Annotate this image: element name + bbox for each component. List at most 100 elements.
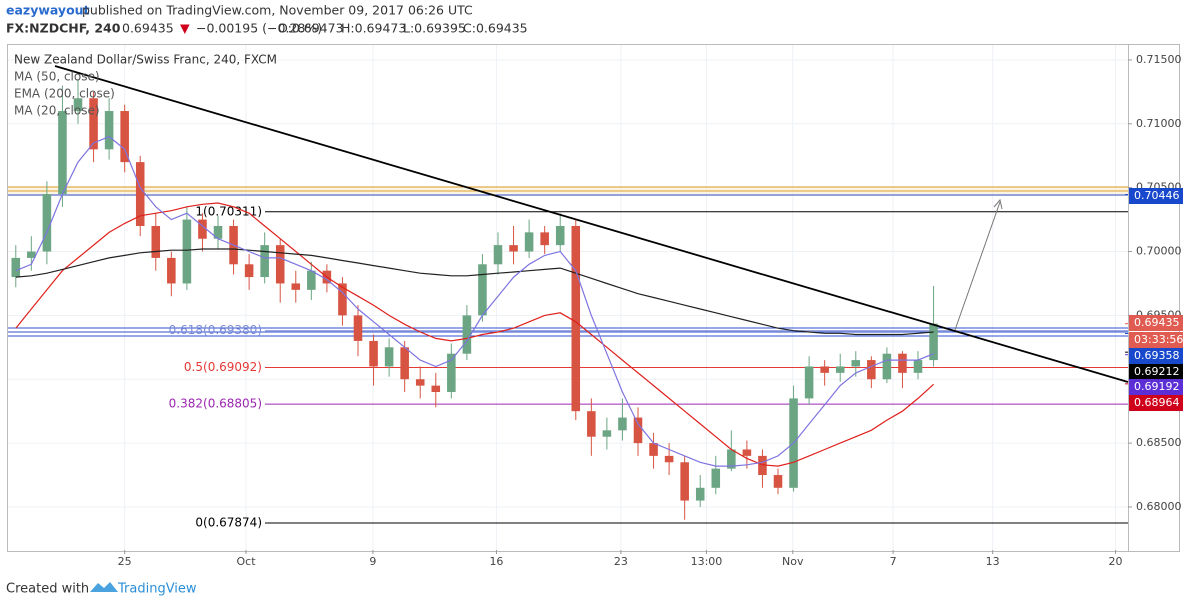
ohlc-high: H:0.69473 <box>341 21 406 36</box>
x-tick-label: 25 <box>118 555 132 568</box>
legend-entry: EMA (200, close) <box>14 87 115 101</box>
price-tag <box>1129 315 1183 331</box>
brand: TradingView <box>117 582 197 597</box>
candle-body <box>198 219 207 239</box>
x-tick-label: 23 <box>614 555 628 568</box>
y-tick-label: 0.68500 <box>1136 436 1182 449</box>
candle-body <box>275 245 285 284</box>
x-tick-label: 9 <box>369 555 376 568</box>
symbol: FX:NZDCHF, 240 <box>6 21 121 36</box>
candle-body <box>182 219 192 284</box>
candle-body <box>555 225 565 246</box>
tv-logo <box>90 582 118 592</box>
price-tag <box>1129 348 1183 364</box>
legend-entry: MA (20, close) <box>14 104 100 118</box>
ohlc-open: O:0.69473 <box>278 21 344 36</box>
x-tick-label: 13:00 <box>691 555 723 568</box>
candle-body <box>680 462 689 501</box>
candle-body <box>820 366 829 373</box>
price-tag-label: 0.69435 <box>1134 316 1180 329</box>
trend-line <box>54 65 1129 383</box>
change: −0.00195 (−0.28%) <box>196 21 322 36</box>
price-tag <box>1129 364 1183 380</box>
candle-body <box>493 245 503 265</box>
candle-body <box>400 347 409 380</box>
candle-body <box>213 225 223 239</box>
candle-body <box>509 245 518 252</box>
candle-body <box>369 340 378 367</box>
x-tick-label: 20 <box>1109 555 1123 568</box>
candle-body <box>618 417 627 431</box>
candle-body <box>135 162 145 226</box>
candle-body <box>338 283 347 316</box>
candle-body <box>353 315 363 341</box>
candle-body <box>804 366 814 399</box>
x-tick-label: 7 <box>890 555 897 568</box>
y-tick-label: 0.71500 <box>1136 53 1182 66</box>
fib-label: 1(0.70311) <box>195 204 262 218</box>
price-tag <box>1129 395 1183 411</box>
price-tag-label: 0.69212 <box>1134 365 1180 378</box>
candle-body <box>244 264 254 278</box>
x-tick-label: Oct <box>236 555 256 568</box>
candle-body <box>633 417 643 444</box>
candle-body <box>89 98 98 150</box>
price-tag <box>1129 379 1183 395</box>
countdown: 03:33:56 <box>1134 333 1183 346</box>
candle-body <box>540 232 549 246</box>
candle-body <box>291 283 301 290</box>
y-tick-label: 0.70000 <box>1136 245 1182 258</box>
candle-body <box>727 449 736 469</box>
chart-frame <box>7 44 1180 552</box>
candle-body <box>695 487 705 501</box>
price-tag-label: 0.69358 <box>1134 349 1180 362</box>
x-tick-label: Nov <box>782 555 804 568</box>
candle-body <box>167 257 176 284</box>
y-tick-label: 0.68000 <box>1136 500 1182 513</box>
fib-label: 0.382(0.68805) <box>169 397 262 411</box>
candle-body <box>742 449 752 456</box>
candle-body <box>913 360 923 373</box>
candle-body <box>431 385 441 393</box>
candle-body <box>898 353 907 373</box>
price-tag <box>1129 188 1183 204</box>
candle-body <box>867 360 876 380</box>
x-tick-label: 16 <box>489 555 503 568</box>
publisher: eazywayout <box>6 3 90 18</box>
candle-body <box>58 111 67 195</box>
candle-body <box>478 264 487 316</box>
candle-body <box>587 411 596 437</box>
created-with: Created with <box>6 582 89 597</box>
candle-body <box>571 225 581 412</box>
candle-body <box>882 353 892 380</box>
change-arrow: ▼ <box>180 21 190 36</box>
arrow-head <box>993 198 1003 210</box>
instrument-title: New Zealand Dollar/Swiss Franc, 240, FXC… <box>14 53 277 67</box>
y-tick-label: 0.71000 <box>1136 117 1182 130</box>
candle-body <box>120 111 129 163</box>
x-tick-label: 13 <box>986 555 1000 568</box>
candle-body <box>260 245 269 278</box>
price-tag-label: 0.68964 <box>1134 396 1180 409</box>
countdown-tag <box>1129 332 1183 348</box>
candle-body <box>835 366 845 373</box>
price-tag-label: 0.69192 <box>1134 380 1180 393</box>
candle-body <box>415 379 425 386</box>
projection-arrow <box>954 201 1001 331</box>
indicator-line <box>15 248 934 336</box>
price-tag-label: 0.70446 <box>1134 189 1180 202</box>
candle-body <box>73 98 83 112</box>
candle-body <box>447 353 456 393</box>
candle-body <box>524 232 534 252</box>
candle-body <box>649 443 658 456</box>
candle-body <box>104 111 114 150</box>
candle-body <box>42 194 52 252</box>
published: published on TradingView.com, November 0… <box>82 3 473 18</box>
indicator-line <box>15 202 935 467</box>
candle-body <box>929 323 938 361</box>
candle-body <box>711 468 721 488</box>
fib-label: 0(0.67874) <box>195 516 262 530</box>
candle-body <box>851 360 861 367</box>
